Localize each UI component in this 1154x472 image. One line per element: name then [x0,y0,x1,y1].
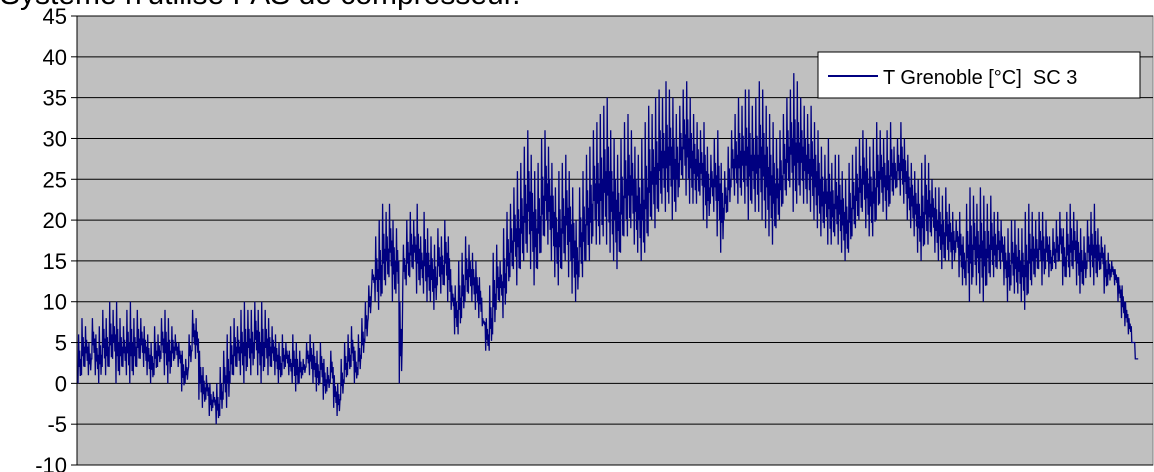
y-tick-label: 40 [43,45,67,70]
y-tick-label: 15 [43,249,67,274]
legend: T Grenoble [°C] SC 3 [818,52,1140,98]
y-tick-label: 25 [43,167,67,192]
y-tick-label: 35 [43,86,67,111]
y-tick-label: -10 [35,453,67,472]
y-axis: 45 40 35 30 25 20 15 10 5 0 -5 -10 [35,4,77,472]
legend-label: T Grenoble [°C] SC 3 [883,67,1077,89]
y-tick-label: 30 [43,126,67,151]
y-tick-label: 0 [55,371,67,396]
y-tick-label: 5 [55,331,67,356]
y-tick-label: -5 [47,412,67,437]
y-tick-label: 20 [43,208,67,233]
y-tick-label: 45 [43,4,67,29]
y-tick-label: 10 [43,290,67,315]
